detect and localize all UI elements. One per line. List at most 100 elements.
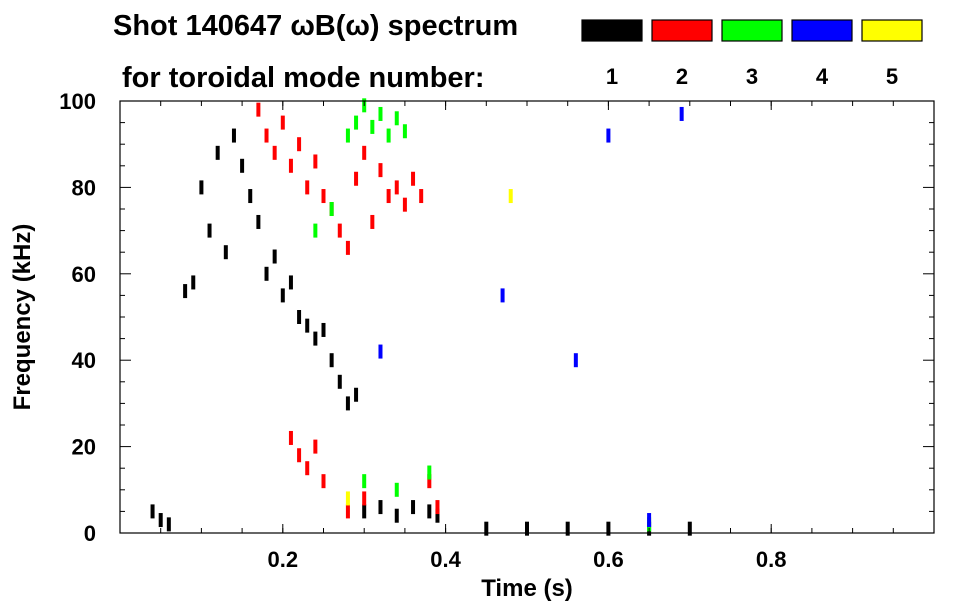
data-point-series-3 [370,119,375,134]
data-point-series-1 [150,504,155,519]
data-point-series-1 [166,517,171,532]
data-point-series-2 [394,180,399,195]
data-point-series-3 [354,115,359,130]
data-point-series-2 [313,439,318,454]
data-point-series-3 [394,482,399,497]
data-point-series-1 [191,275,196,290]
axis-ticks: 0.2 0.4 0.6 0.8 0 20 40 60 80 100 [59,89,934,572]
data-point-series-1 [223,245,228,260]
x-tick-label: 0.8 [756,547,787,572]
data-point-series-1 [158,513,163,528]
data-point-series-2 [370,214,375,229]
data-point-series-2 [288,430,293,445]
data-point-series-2 [419,189,424,204]
data-point-series-2 [411,171,416,186]
data-point-series-2 [427,474,432,489]
data-point-series-3 [427,465,432,480]
data-point-series-1 [264,266,269,281]
data-point-series-2 [362,491,367,506]
chart-title-line2: for toroidal mode number: [122,62,485,94]
data-point-series-3 [329,202,334,216]
legend-label-4: 4 [816,64,829,89]
data-point-series-2 [354,171,359,186]
data-point-series-1 [337,374,342,389]
data-point-series-2 [345,240,350,255]
data-point-series-1 [280,288,285,303]
data-point-series-5 [345,491,350,506]
data-point-series-2 [321,474,326,489]
y-tick-label: 0 [84,521,96,546]
data-point-series-3 [362,474,367,489]
legend-label-2: 2 [676,64,688,89]
x-tick-label: 0.4 [430,547,461,572]
data-point-series-2 [435,500,440,515]
data-point-series-1 [345,396,350,411]
y-tick-label: 80 [72,175,96,200]
y-tick-label: 60 [72,262,96,287]
data-point-series-2 [362,145,367,160]
data-point-series-4 [378,344,383,359]
data-point-series-1 [288,275,293,290]
data-point-series-4 [500,288,505,303]
data-point-series-3 [402,124,407,139]
data-point-series-1 [435,508,440,523]
data-point-series-1 [394,508,399,523]
data-point-series-1 [272,249,277,264]
data-point-series-3 [386,128,391,143]
data-point-series-1 [231,128,236,143]
legend-swatch-4 [791,19,853,42]
data-point-series-2 [305,461,310,476]
data-point-series-1 [378,500,383,515]
data-point-series-3 [345,128,350,143]
data-point-series-5 [508,189,513,204]
legend-label-1: 1 [606,64,618,89]
x-tick-label: 0.2 [268,547,299,572]
data-point-series-2 [337,223,342,238]
data-point-series-1 [207,223,212,238]
data-point-series-1 [329,353,334,368]
legend: 1 2 3 4 5 [581,19,923,89]
x-axis-label: Time (s) [481,575,573,602]
data-point-series-1 [297,310,302,324]
data-point-series-1 [305,318,310,333]
data-point-series-1 [427,504,432,519]
data-point-series-2 [272,145,277,160]
data-point-series-1 [256,214,261,229]
data-point-series-2 [297,448,302,463]
legend-swatch-5 [861,19,923,42]
data-point-series-1 [354,387,359,402]
data-point-series-4 [647,513,652,528]
data-point-series-1 [240,158,245,173]
data-point-series-2 [313,154,318,169]
data-point-series-2 [288,158,293,173]
data-point-series-1 [313,331,318,346]
data-point-series-3 [378,106,383,121]
legend-swatch-1 [581,19,643,42]
y-tick-label: 20 [72,435,96,460]
y-tick-label: 100 [59,89,96,114]
data-point-series-2 [345,504,350,519]
data-point-series-1 [215,145,220,160]
legend-swatch-2 [651,19,713,42]
legend-swatch-3 [721,19,783,42]
data-point-series-1 [321,322,326,337]
data-point-series-1 [183,284,188,299]
data-point-series-2 [321,189,326,204]
data-point-series-1 [199,180,204,195]
data-point-series-2 [280,115,285,130]
data-point-series-2 [305,180,310,195]
data-point-series-4 [606,128,611,143]
data-point-series-2 [386,189,391,204]
plot-marks [150,98,692,536]
chart-title-line1: Shot 140647 ωB(ω) spectrum [113,10,518,42]
data-point-series-2 [297,137,302,152]
data-point-series-2 [402,197,407,212]
data-point-series-1 [362,504,367,519]
data-point-series-3 [313,223,318,238]
x-tick-label: 0.6 [593,547,624,572]
data-point-series-4 [679,106,684,121]
data-point-series-4 [573,353,578,368]
data-point-series-3 [394,111,399,126]
data-point-series-1 [248,189,253,204]
